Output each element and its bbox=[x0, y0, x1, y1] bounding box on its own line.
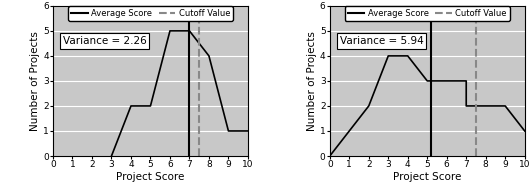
Legend: Average Score, Cutoff Value: Average Score, Cutoff Value bbox=[344, 6, 510, 21]
Text: Variance = 2.26: Variance = 2.26 bbox=[63, 36, 146, 46]
X-axis label: Project Score: Project Score bbox=[116, 172, 184, 182]
Y-axis label: Number of Projects: Number of Projects bbox=[30, 31, 40, 131]
Y-axis label: Number of Projects: Number of Projects bbox=[307, 31, 317, 131]
Text: Variance = 5.94: Variance = 5.94 bbox=[340, 36, 423, 46]
X-axis label: Project Score: Project Score bbox=[393, 172, 462, 182]
Legend: Average Score, Cutoff Value: Average Score, Cutoff Value bbox=[68, 6, 233, 21]
